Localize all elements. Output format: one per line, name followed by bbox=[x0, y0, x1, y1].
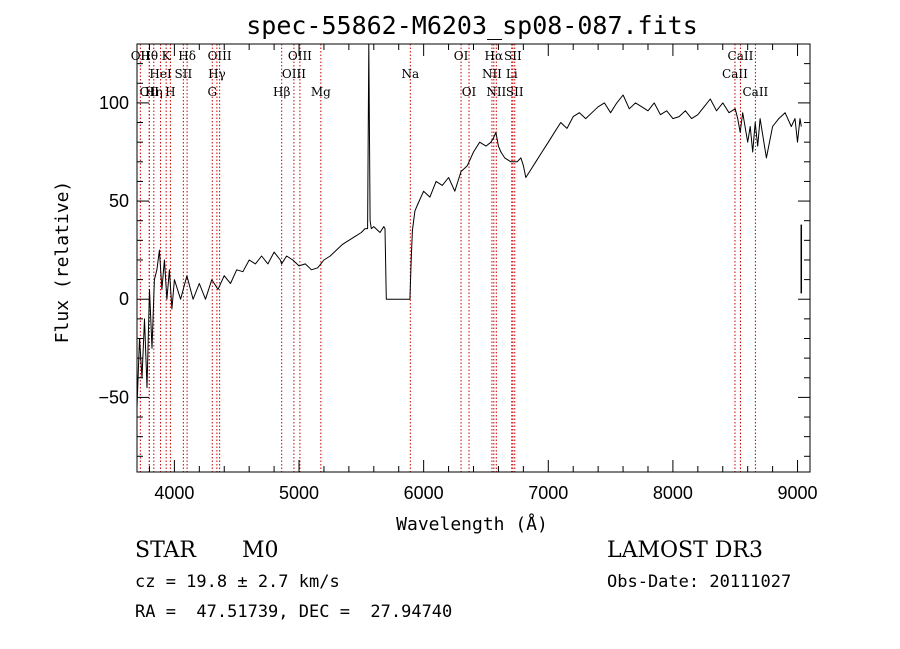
line-labels: OIIOIIHθHηHeIKHSIIHδGHγOIIIHβOIIIOIIIMgN… bbox=[131, 49, 769, 99]
x-axis-ticks: 4000 5000 6000 7000 8000 9000 bbox=[148, 44, 818, 503]
line-label-top: OIII bbox=[208, 49, 232, 63]
x-tick-label: 6000 bbox=[404, 483, 444, 503]
line-label-mid: CaII bbox=[722, 67, 748, 81]
y-axis-label: Flux (relative) bbox=[52, 181, 73, 344]
sky-coordinates: RA = 47.51739, DEC = 27.94740 bbox=[135, 602, 453, 622]
line-label-bot: OII bbox=[140, 85, 160, 99]
survey-name: LAMOST DR3 bbox=[607, 538, 763, 563]
object-subclass: M0 bbox=[242, 538, 279, 563]
y-axis-ticks: −50 0 50 100 bbox=[98, 63, 810, 457]
x-tick-label: 9000 bbox=[778, 483, 818, 503]
line-label-mid: SII bbox=[175, 67, 193, 81]
redshift-velocity: cz = 19.8 ± 2.7 km/s bbox=[135, 572, 340, 592]
line-label-bot: NII bbox=[486, 85, 506, 99]
line-label-top: SII bbox=[504, 49, 522, 63]
x-tick-label: 5000 bbox=[279, 483, 319, 503]
line-label-bot: G bbox=[207, 85, 217, 99]
spectrum-group bbox=[136, 43, 803, 408]
x-tick-label: 7000 bbox=[528, 483, 568, 503]
spectrum-line bbox=[136, 43, 802, 408]
line-label-top: Hα bbox=[485, 49, 504, 63]
line-label-mid: OIII bbox=[282, 67, 306, 81]
line-label-bot: H bbox=[165, 85, 175, 99]
x-tick-label: 8000 bbox=[653, 483, 693, 503]
line-label-bot: Hβ bbox=[273, 85, 290, 99]
line-label-mid: Li bbox=[506, 67, 518, 81]
y-tick-label: −50 bbox=[98, 387, 129, 407]
line-label-mid: NII bbox=[482, 67, 502, 81]
line-label-mid: Hγ bbox=[208, 67, 226, 81]
line-label-bot: SII bbox=[506, 85, 524, 99]
line-markers bbox=[139, 44, 756, 472]
line-label-top: CaII bbox=[728, 49, 754, 63]
line-label-top: OI bbox=[454, 49, 469, 63]
y-tick-label: 100 bbox=[99, 93, 129, 113]
line-label-mid: Na bbox=[401, 67, 419, 81]
line-label-bot: CaII bbox=[742, 85, 768, 99]
line-label-mid: HeI bbox=[149, 67, 172, 81]
line-label-top: OIII bbox=[288, 49, 312, 63]
observation-date: Obs-Date: 20111027 bbox=[607, 572, 792, 592]
line-label-bot: OI bbox=[462, 85, 477, 99]
line-label-top: Hθ bbox=[140, 49, 158, 63]
line-label-top: OII bbox=[131, 49, 151, 63]
x-tick-label: 4000 bbox=[154, 483, 194, 503]
line-label-bot: Mg bbox=[311, 85, 331, 99]
line-label-top: K bbox=[162, 49, 172, 63]
line-label-bot: Hη bbox=[145, 85, 163, 99]
y-tick-label: 0 bbox=[119, 289, 129, 309]
plot-frame bbox=[136, 43, 811, 473]
chart-title: spec-55862-M6203_sp08-087.fits bbox=[246, 11, 698, 40]
y-tick-label: 50 bbox=[109, 191, 129, 211]
object-class: STAR bbox=[135, 538, 196, 563]
x-axis-label: Wavelength (Å) bbox=[396, 513, 548, 535]
line-label-top: Hδ bbox=[178, 49, 196, 63]
